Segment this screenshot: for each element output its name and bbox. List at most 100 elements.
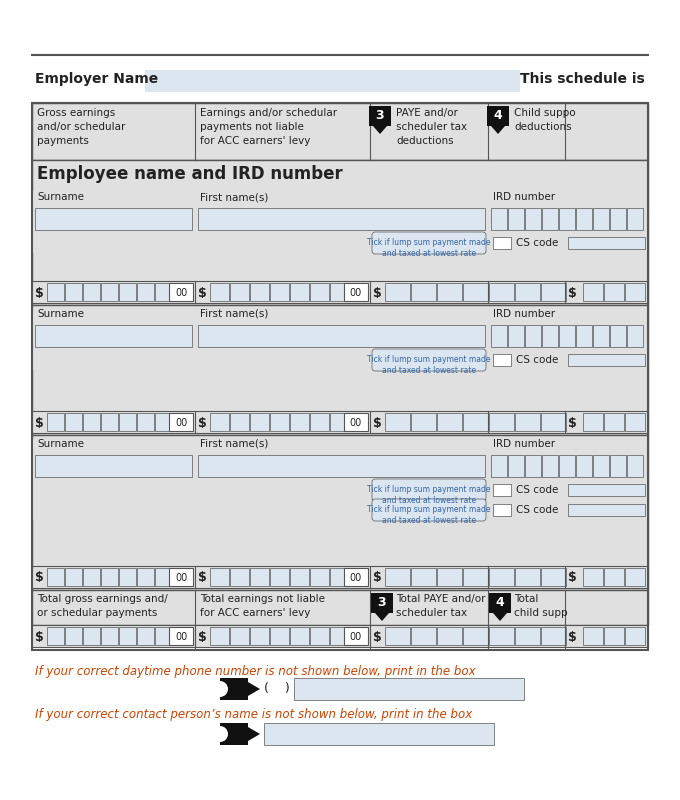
- Bar: [155, 413, 172, 431]
- Bar: [47, 283, 64, 301]
- Bar: [493, 354, 511, 366]
- Text: $: $: [198, 630, 207, 643]
- Bar: [515, 413, 540, 431]
- Text: CS code: CS code: [516, 355, 558, 365]
- Bar: [32, 590, 648, 625]
- Bar: [155, 283, 172, 301]
- Bar: [330, 413, 349, 431]
- Text: Employee name and IRD number: Employee name and IRD number: [37, 165, 343, 183]
- Bar: [437, 413, 462, 431]
- Text: Surname: Surname: [37, 309, 84, 319]
- Text: PAYE and/or
scheduler tax
deductions: PAYE and/or scheduler tax deductions: [396, 108, 467, 146]
- Text: If your correct contact person’s name is not shown below, print in the box: If your correct contact person’s name is…: [35, 708, 472, 721]
- Bar: [515, 283, 540, 301]
- Bar: [119, 568, 136, 586]
- Text: Tick if lump sum payment made
and taxed at lowest rate: Tick if lump sum payment made and taxed …: [367, 485, 491, 505]
- Text: 00: 00: [350, 418, 362, 428]
- Bar: [230, 283, 249, 301]
- Bar: [47, 568, 64, 586]
- Bar: [508, 208, 524, 230]
- Bar: [290, 413, 309, 431]
- Bar: [119, 627, 136, 645]
- Bar: [437, 627, 462, 645]
- Polygon shape: [491, 126, 505, 134]
- Bar: [493, 237, 511, 249]
- Bar: [155, 568, 172, 586]
- Bar: [344, 413, 368, 431]
- Text: Tick if lump sum payment made
and taxed at lowest rate: Tick if lump sum payment made and taxed …: [367, 238, 491, 258]
- Bar: [145, 70, 520, 92]
- Bar: [463, 568, 488, 586]
- Bar: [610, 325, 626, 347]
- Bar: [47, 627, 64, 645]
- Bar: [32, 322, 648, 350]
- Bar: [32, 191, 648, 205]
- FancyBboxPatch shape: [372, 232, 486, 254]
- Text: 00: 00: [350, 288, 362, 298]
- Bar: [515, 627, 540, 645]
- Bar: [385, 283, 410, 301]
- Bar: [525, 325, 541, 347]
- Bar: [610, 455, 626, 477]
- Text: $: $: [568, 417, 577, 430]
- Bar: [32, 350, 648, 370]
- Bar: [32, 566, 648, 588]
- Text: First name(s): First name(s): [200, 309, 269, 319]
- Text: Surname: Surname: [37, 439, 84, 449]
- Bar: [198, 455, 485, 477]
- Text: Earnings and/or schedular
payments not liable
for ACC earners' levy: Earnings and/or schedular payments not l…: [200, 108, 337, 146]
- Bar: [32, 281, 648, 303]
- Text: Employer Name: Employer Name: [35, 72, 158, 86]
- Bar: [32, 452, 648, 480]
- FancyBboxPatch shape: [372, 499, 486, 521]
- Bar: [568, 504, 645, 516]
- Text: Surname: Surname: [37, 192, 84, 202]
- Bar: [568, 484, 645, 496]
- Bar: [344, 283, 368, 301]
- Text: 00: 00: [175, 418, 187, 428]
- Text: 00: 00: [175, 573, 187, 583]
- Text: 00: 00: [175, 288, 187, 298]
- Bar: [463, 627, 488, 645]
- Bar: [250, 627, 269, 645]
- Bar: [593, 208, 609, 230]
- Text: 00: 00: [175, 632, 187, 642]
- Bar: [559, 455, 575, 477]
- Bar: [101, 627, 118, 645]
- Wedge shape: [220, 726, 228, 742]
- Bar: [294, 678, 524, 700]
- Bar: [210, 627, 229, 645]
- Bar: [270, 413, 289, 431]
- Text: $: $: [568, 630, 577, 643]
- Bar: [119, 283, 136, 301]
- Text: 3: 3: [377, 596, 386, 609]
- Bar: [604, 627, 624, 645]
- Bar: [35, 455, 192, 477]
- Bar: [411, 413, 436, 431]
- Bar: [32, 305, 648, 435]
- Bar: [604, 413, 624, 431]
- Text: $: $: [568, 571, 577, 585]
- Bar: [32, 411, 648, 433]
- Bar: [627, 455, 643, 477]
- Text: This schedule is: This schedule is: [520, 72, 645, 86]
- Bar: [593, 325, 609, 347]
- Bar: [489, 283, 514, 301]
- Text: CS code: CS code: [516, 238, 558, 248]
- Bar: [83, 627, 100, 645]
- Bar: [250, 413, 269, 431]
- Bar: [568, 237, 645, 249]
- Bar: [625, 627, 645, 645]
- Bar: [220, 723, 248, 745]
- Bar: [583, 568, 603, 586]
- Bar: [385, 568, 410, 586]
- Text: 4: 4: [494, 109, 503, 122]
- Bar: [525, 208, 541, 230]
- Bar: [32, 103, 648, 650]
- Bar: [491, 325, 507, 347]
- Bar: [541, 568, 566, 586]
- Bar: [65, 413, 82, 431]
- Text: Total PAYE and/or
scheduler tax: Total PAYE and/or scheduler tax: [396, 594, 486, 618]
- Bar: [559, 208, 575, 230]
- Bar: [101, 283, 118, 301]
